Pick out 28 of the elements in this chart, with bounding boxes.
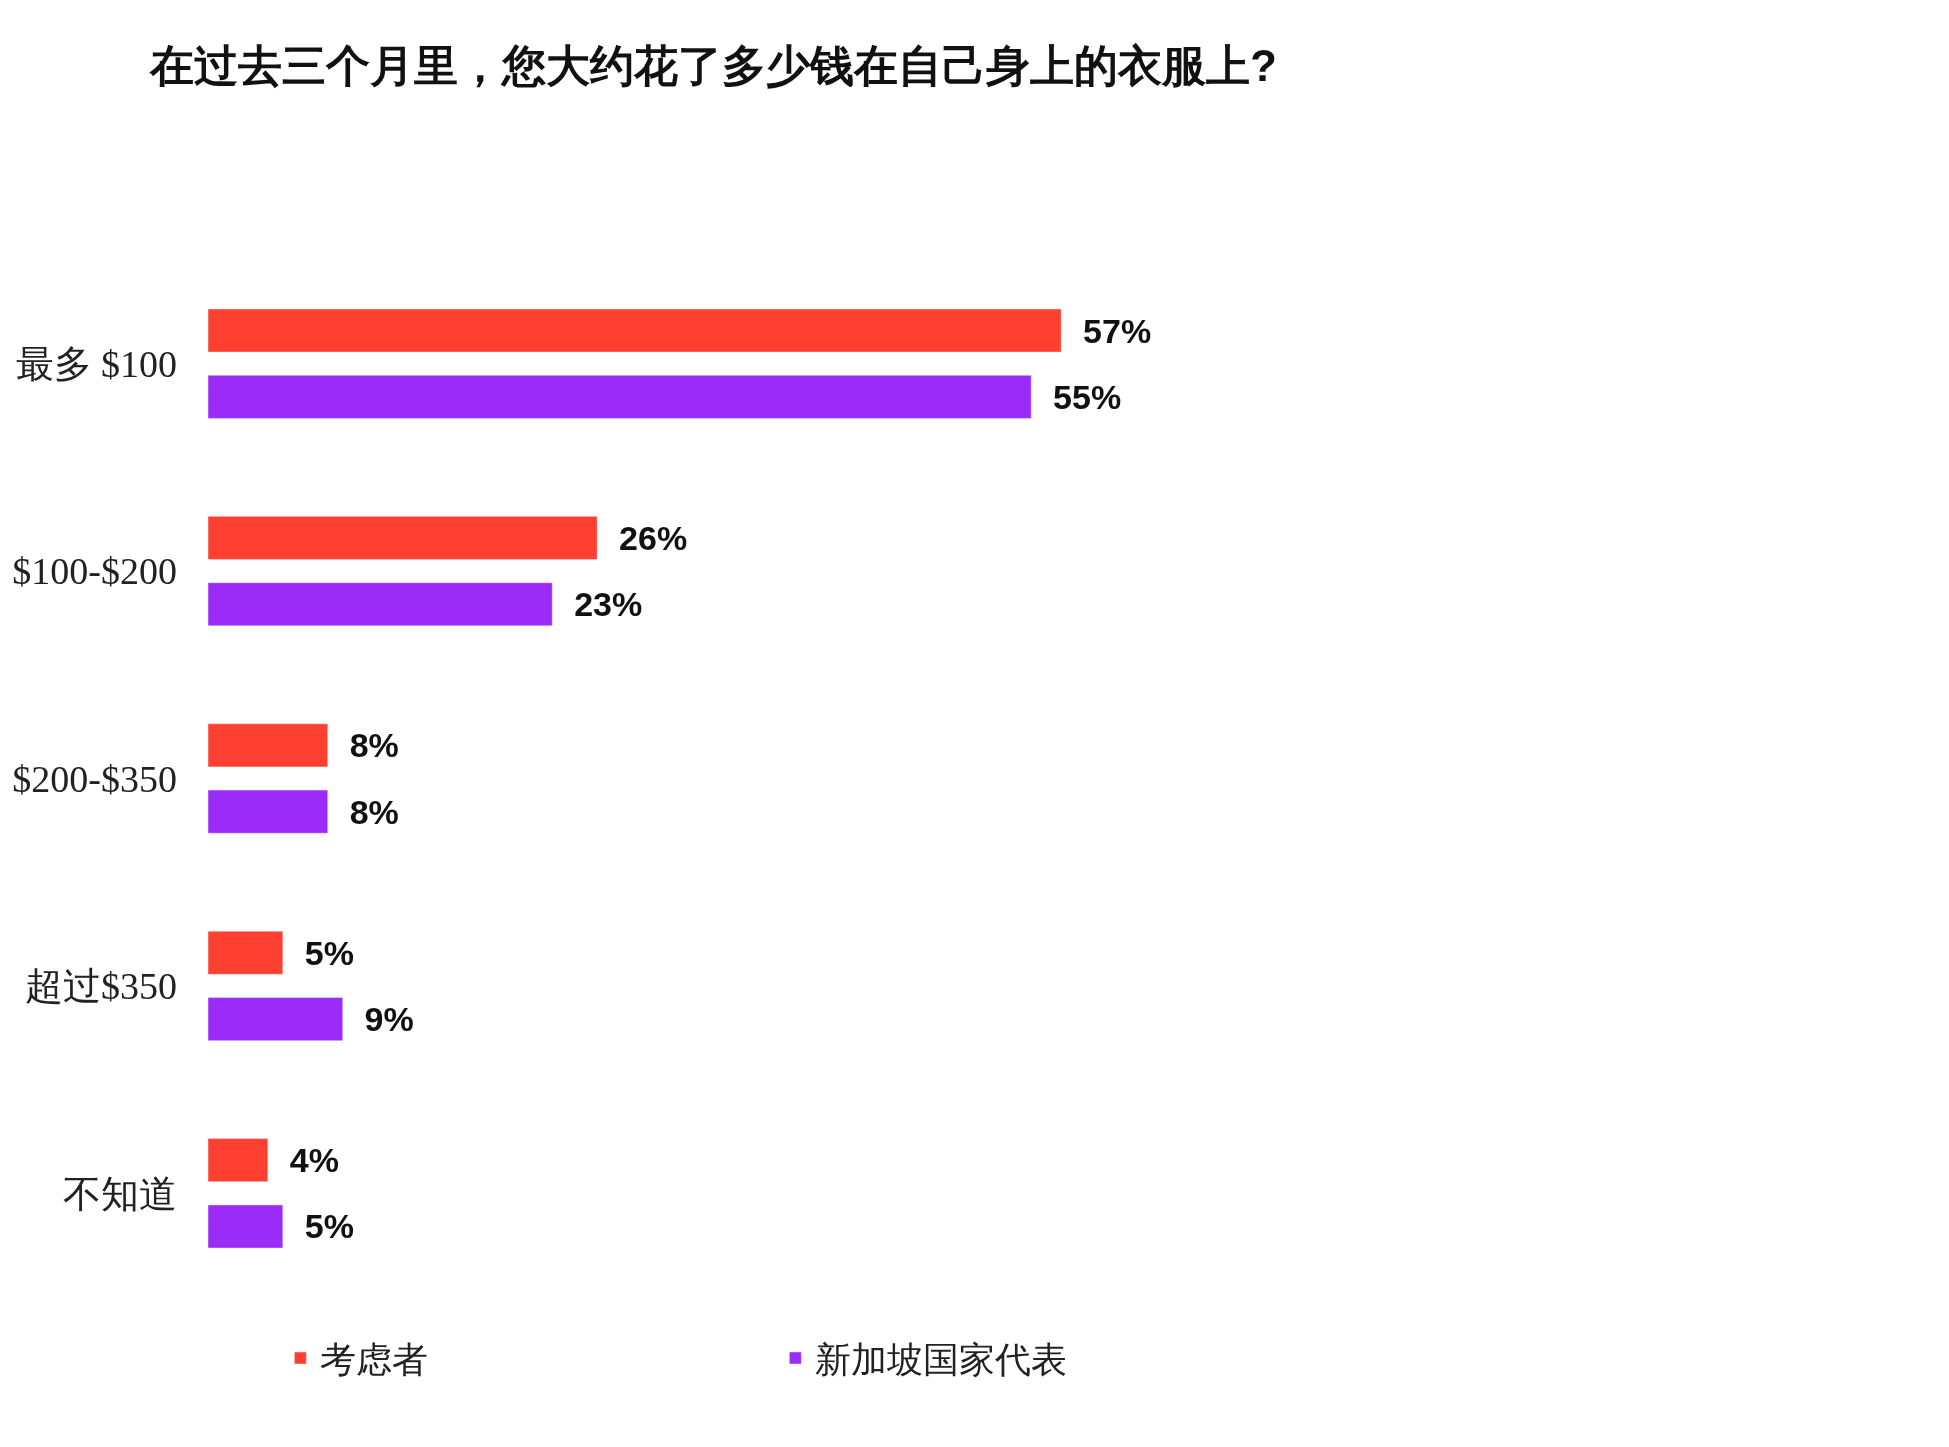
bar — [208, 582, 553, 627]
bar — [208, 789, 328, 834]
data-label: 26% — [600, 518, 688, 557]
bar — [208, 1138, 269, 1182]
y-tick-label: 超过$350 — [25, 965, 177, 1008]
y-tick-label: 最多 $100 — [15, 343, 177, 385]
bar — [208, 516, 598, 560]
bar — [208, 723, 328, 768]
bar — [208, 375, 1032, 419]
bar — [208, 308, 1062, 353]
data-label: 55% — [1034, 377, 1122, 416]
bar — [208, 1204, 284, 1249]
data-label: 8% — [330, 792, 399, 831]
data-label: 9% — [345, 1000, 414, 1039]
y-tick-label: 不知道 — [63, 1172, 177, 1215]
bar — [208, 997, 343, 1041]
y-tick-label: $100-$200 — [12, 550, 177, 593]
legend-label: 新加坡国家代表 — [815, 1339, 1068, 1381]
y-tick-label: $200-$350 — [12, 757, 177, 800]
legend-label: 考虑者 — [320, 1339, 429, 1381]
data-label: 23% — [555, 585, 643, 624]
data-label: 8% — [330, 726, 399, 765]
data-label: 5% — [285, 933, 354, 972]
data-label: 57% — [1064, 311, 1152, 350]
bar — [208, 930, 284, 975]
data-label: 4% — [270, 1141, 339, 1180]
chart-title: 在过去三个月里，您大约花了多少钱在自己身上的衣服上? — [149, 41, 1277, 91]
data-label: 5% — [285, 1207, 354, 1246]
